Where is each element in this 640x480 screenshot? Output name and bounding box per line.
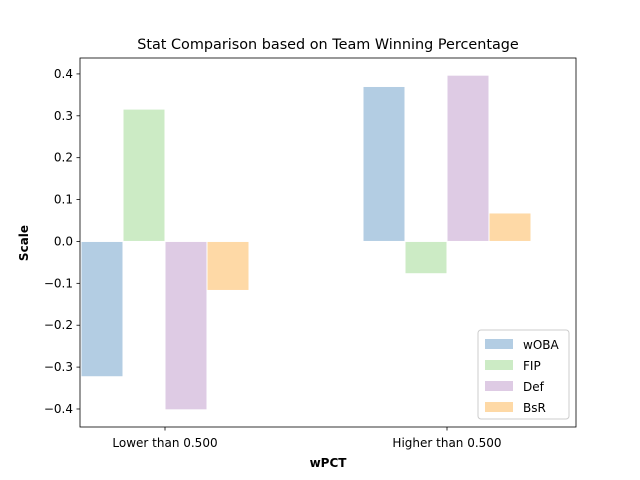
bar-def-lower bbox=[164, 240, 208, 411]
chart-title: Stat Comparison based on Team Winning Pe… bbox=[137, 37, 519, 53]
axes-group: −0.4 −0.3 −0.2 −0.1 0.0 0.1 0.2 0.3 0.4 Lower tha… bbox=[44, 57, 577, 450]
y-tick-label: −0.1 bbox=[44, 276, 73, 290]
legend-label-fip: FIP bbox=[523, 359, 541, 373]
y-tick-label: −0.3 bbox=[44, 360, 73, 374]
legend-label-def: Def bbox=[523, 380, 545, 394]
bar-bsr-lower bbox=[206, 240, 250, 291]
legend-swatch-woba bbox=[485, 339, 513, 349]
axes-frame bbox=[79, 57, 577, 428]
x-tick-label: Lower than 0.500 bbox=[112, 436, 217, 450]
x-axis-label: wPCT bbox=[310, 456, 348, 470]
legend-swatch-bsr bbox=[485, 402, 513, 412]
legend-swatch-def bbox=[485, 381, 513, 391]
legend-swatch-fip bbox=[485, 360, 513, 370]
y-tick-label: 0.4 bbox=[54, 67, 73, 81]
legend-frame bbox=[477, 329, 570, 420]
legend-label-woba: wOBA bbox=[523, 338, 559, 352]
bar-fip-higher bbox=[404, 240, 448, 275]
x-tick-label: Higher than 0.500 bbox=[392, 436, 501, 450]
legend: wOBA FIP Def BsR bbox=[477, 329, 570, 420]
y-tick-label: 0.0 bbox=[54, 234, 73, 248]
y-tick-label: 0.2 bbox=[54, 151, 73, 165]
bar-fip-lower bbox=[122, 108, 166, 242]
bar-woba-higher bbox=[362, 85, 406, 242]
y-tick-label: −0.4 bbox=[44, 402, 73, 416]
bars-group bbox=[80, 74, 532, 411]
y-tick-label: −0.2 bbox=[44, 318, 73, 332]
y-axis-label: Scale bbox=[17, 225, 31, 261]
legend-label-bsr: BsR bbox=[523, 401, 546, 415]
bar-bsr-higher bbox=[488, 212, 532, 242]
bar-def-higher bbox=[446, 74, 490, 242]
y-tick-label: 0.3 bbox=[54, 109, 73, 123]
bar-woba-lower bbox=[80, 240, 124, 378]
y-tick-label: 0.1 bbox=[54, 193, 73, 207]
